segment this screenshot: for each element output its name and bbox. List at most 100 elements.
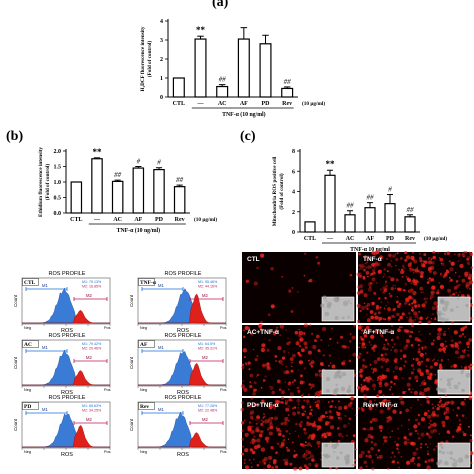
fluor-cell-spot [317,393,321,397]
fluor-cell-spot [257,373,259,376]
bar [91,158,103,214]
fluor-cell-spot [468,263,470,266]
fluor-cell-spot [410,363,415,368]
fluor-cell-spot [397,437,400,440]
fluor-cell-spot [294,330,299,335]
fluor-cell-spot [367,287,372,292]
fluor-cell-spot [252,348,255,351]
fluor-cell-spot [314,392,317,395]
fluor-cell-spot [405,275,408,278]
flow-panel-name-box [138,402,155,410]
fluor-cell-spot [299,425,302,428]
fluor-cell-spot [463,366,468,370]
fluor-cell-spot [434,379,439,384]
fluor-panel: AC+TNF-α [240,323,357,398]
fluor-cell-spot [420,291,423,294]
fluor-cell-spot [366,261,369,264]
fluor-cell-spot [282,350,286,354]
fluor-cell-spot [334,406,337,409]
fluor-cell-spot [383,307,386,310]
fluor-cell-spot [418,320,422,324]
fluor-cell-spot [314,373,319,377]
fluor-cell-spot [269,425,274,430]
fluor-cell-spot [370,367,374,371]
fluor-cell-spot [274,329,278,333]
fluor-cell-spot [456,406,460,410]
fluor-cell-spot [303,332,306,335]
fluor-cell-spot [351,335,356,340]
fluor-cell-spot [299,337,304,342]
fluor-cell-spot [255,419,257,421]
fluor-cell-spot [357,355,361,359]
fluor-cell-spot [386,258,388,260]
fluor-cell-spot [378,383,383,388]
fluor-cell-spot [324,412,327,415]
fluor-cell-spot [263,461,267,465]
fluor-cell-spot [284,381,286,384]
fluor-cell-spot [270,304,275,309]
fluor-cell-spot [303,464,307,468]
fluor-cell-spot [319,350,321,353]
fluor-cell-spot [439,397,442,400]
fluor-cell-spot [311,422,316,428]
fluor-cell-spot [396,461,399,464]
fluor-cell-spot [268,405,273,410]
fluor-cell-spot [361,408,365,412]
significance-mark: # [157,159,161,167]
fluor-cell-spot [423,412,428,416]
fluor-cell-spot [439,342,445,348]
fluor-cell-spot [377,357,381,361]
phase-contrast-cell [325,299,328,302]
fluor-cell-spot [298,422,301,426]
fluor-cell-spot [423,382,427,386]
fluor-cell-spot [422,263,426,268]
fluor-cell-spot [402,266,406,270]
fluor-cell-spot [308,359,310,362]
fluor-cell-spot [411,302,414,305]
fluor-cell-spot [399,411,403,414]
phase-contrast-cell [325,389,330,393]
x-tick-label: PD [386,236,395,242]
x-tick-label: AC [346,236,355,242]
fluor-cell-spot [427,414,432,419]
fluor-cell-spot [428,435,432,439]
fluor-cell-spot [365,271,370,275]
fluor-cell-spot [264,375,267,378]
fluor-cell-spot [407,289,413,294]
bar [132,167,145,214]
fluor-cell-spot [395,257,399,262]
fluor-cell-spot [290,369,294,373]
fluor-cell-spot [363,393,367,398]
bar [153,169,165,214]
fluor-cell-spot [423,379,425,382]
fluor-cell-spot [447,359,450,361]
fluor-cell-spot [430,429,435,434]
fluor-cell-spot [427,409,430,412]
phase-contrast-cell [457,381,461,385]
phase-contrast-cell [449,451,453,455]
y-tick-label: 4 [292,190,295,196]
fluor-cell-spot [405,344,409,348]
fluor-cell-spot [432,359,434,362]
fluor-cell-spot [429,365,433,369]
fluor-cell-spot [422,357,424,359]
fluor-cell-spot [354,414,357,417]
fluor-cell-spot [359,374,363,378]
fluor-cell-spot [242,348,247,353]
fluor-cell-spot [408,318,413,323]
fluor-cell-spot [303,274,306,277]
fluor-cell-spot [250,415,254,420]
fluor-cell-spot [400,326,403,328]
flow-panel-title: ROS PROFILE [165,271,202,277]
fluor-cell-spot [450,339,454,343]
flow-panel: ROS PROFILE M1 M2 M1: 79.13%M2: 16.85% CTL Co… [13,271,111,334]
fluor-cell-spot [419,316,423,321]
fluor-cell-spot [360,305,366,311]
fluor-cell-spot [432,271,437,275]
fluor-cell-spot [363,378,366,382]
fluor-cell-spot [403,436,407,440]
fluor-cell-spot [393,455,396,458]
fluor-cell-spot [329,404,333,409]
fluor-cell-spot [309,404,311,406]
fluor-cell-spot [419,252,421,255]
